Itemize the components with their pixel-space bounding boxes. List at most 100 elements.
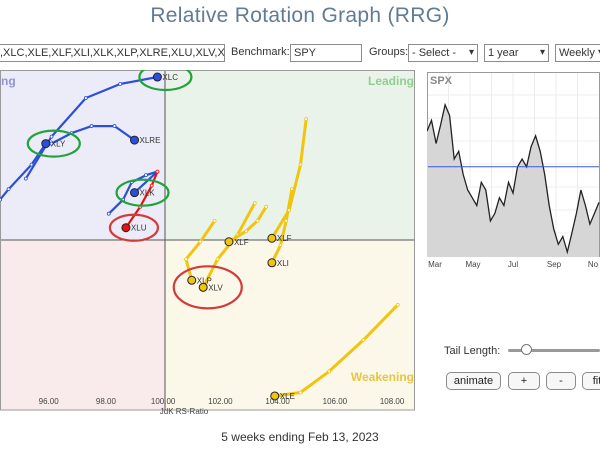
spx-mini-chart: SPX Mar May Jul Sep No [427, 72, 600, 269]
x-tick-label: 100.00 [151, 397, 176, 406]
x-tick-label: 108.00 [380, 397, 405, 406]
highlight-circle-xly [26, 129, 81, 158]
head-xly[interactable] [41, 139, 51, 149]
tail-point-xlu [149, 183, 154, 188]
fit-button[interactable]: fit [582, 372, 600, 390]
quadrant-weakening [165, 240, 415, 410]
x-tick-label: 106.00 [323, 397, 348, 406]
tail-xlf [227, 205, 268, 244]
label-xli: XLI [277, 259, 289, 268]
head-xlu[interactable] [121, 223, 131, 233]
x-axis-label: JdK RS-Ratio [160, 407, 209, 416]
tail-point-xle [298, 390, 303, 395]
mini-chart-x-ticks: Mar May Jul Sep No [428, 260, 599, 269]
x-tick-label: 96.00 [39, 397, 60, 406]
quadrant-leading [165, 70, 415, 240]
tail-point-xlc [23, 176, 28, 181]
highlight-circle-xlc [138, 70, 193, 92]
tail-length-label: Tail Length: [444, 345, 501, 357]
x-axis-ticks: 96.00 98.00 100.00 102.00 104.00 106.00 108.00 [39, 397, 405, 406]
period-select[interactable]: 1 year [484, 44, 549, 62]
mini-x-tick-label: Mar [428, 260, 442, 269]
highlight-circles-layer [26, 70, 243, 310]
head-xlk[interactable] [130, 188, 140, 198]
head-xlre[interactable] [130, 135, 140, 145]
zoom-in-button[interactable]: + [508, 372, 540, 390]
tail-point-xlre [112, 124, 117, 128]
mini-x-tick-label: Sep [547, 260, 562, 269]
label-xly: XLY [51, 140, 66, 149]
x-tick-label: 102.00 [208, 397, 233, 406]
highlight-circle-xlk [115, 178, 170, 207]
benchmark-label: Benchmark: [231, 46, 290, 58]
tail-point-xly [0, 197, 2, 202]
label-xle: XLE [280, 392, 295, 401]
tail-length-slider-track[interactable] [508, 349, 600, 352]
head-xlv[interactable] [198, 282, 208, 292]
quadrant-label-weakening: Weakening [351, 370, 414, 384]
tail-length-slider-knob[interactable] [521, 344, 532, 355]
tail-point-xlf2 [298, 162, 303, 167]
tail-point-xlf2 [287, 208, 291, 213]
tail-point-xlf [264, 204, 269, 209]
tail-point-xle [327, 369, 332, 374]
label-xlf: XLF [234, 238, 249, 247]
benchmark-input[interactable]: SPY [290, 44, 362, 62]
groups-select[interactable]: - Select - [408, 44, 478, 62]
tail-xlf2 [270, 117, 308, 240]
head-xlc[interactable] [152, 72, 162, 82]
mini-x-tick-label: May [465, 260, 480, 269]
tail-point-xly [6, 187, 11, 192]
animate-button[interactable]: animate [446, 372, 501, 390]
tail-point-xlf [244, 229, 249, 234]
label-xlf2: XLF [277, 234, 292, 243]
head-xle[interactable] [270, 391, 280, 401]
tail-point-xlk [144, 173, 148, 178]
tail-point-xlf [255, 218, 260, 223]
tail-point-xlp [184, 257, 188, 262]
tail-point-xle [361, 337, 366, 342]
mini-chart-title: SPX [430, 75, 453, 87]
tail-point-xlp [198, 239, 203, 244]
mini-x-tick-label: No [588, 260, 599, 269]
label-xlp: XLP [197, 276, 212, 285]
label-xlre: XLRE [140, 136, 161, 145]
head-xlp[interactable] [187, 275, 197, 285]
quadrant-lagging [0, 240, 165, 410]
tail-point-xlc [49, 134, 54, 139]
tail-point-xlk [106, 211, 111, 216]
groups-label: Groups: [369, 46, 409, 58]
x-tick-label: 104.00 [265, 397, 290, 406]
tail-xlv [201, 201, 257, 289]
head-xlf[interactable] [224, 237, 234, 247]
page-title: Relative Rotation Graph (RRG) [150, 4, 450, 27]
tail-point-xli [284, 218, 289, 223]
tail-point-xlre [89, 124, 94, 128]
highlight-circle-xlu [108, 213, 160, 242]
frequency-select[interactable]: Weekly [555, 44, 600, 62]
label-xlv: XLV [208, 283, 223, 292]
symbols-input[interactable]: ,XLC,XLE,XLF,XLI,XLK,XLP,XLRE,XLU,XLV,XL [0, 44, 225, 62]
rrg-chart[interactable]: Leading Weakening ng XLC XLRE XLY XLK XLU XLP… [0, 70, 420, 418]
head-xlf2[interactable] [267, 233, 277, 243]
tail-point-xlv [252, 201, 257, 206]
tail-point-xlc [118, 82, 123, 86]
x-tick-label: 98.00 [96, 397, 117, 406]
quadrant-label-improving: ng [1, 74, 16, 88]
head-xli[interactable] [267, 258, 277, 268]
label-xlu: XLU [131, 224, 147, 233]
tail-point-xlv [215, 257, 220, 262]
tail-xlu [124, 170, 159, 229]
mini-x-tick-label: Jul [508, 260, 518, 269]
plot-border [0, 70, 415, 411]
quadrant-label-leading: Leading [368, 74, 414, 88]
tail-point-xlc [83, 96, 88, 100]
tail-point-xly [29, 162, 34, 167]
zoom-out-button[interactable]: - [546, 372, 576, 390]
label-xlc: XLC [162, 73, 178, 82]
toolbar: ,XLC,XLE,XLF,XLI,XLK,XLP,XLRE,XLU,XLV,XL… [0, 44, 600, 68]
quadrant-backgrounds [0, 70, 415, 410]
tail-point-xlf2 [304, 117, 309, 121]
period-footer: 5 weeks ending Feb 13, 2023 [221, 430, 379, 444]
